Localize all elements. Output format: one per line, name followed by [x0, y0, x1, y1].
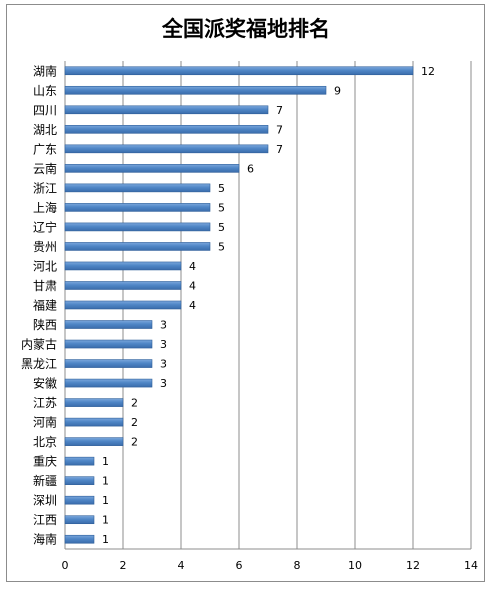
bar-7	[64, 203, 211, 212]
category-label: 河北	[33, 259, 57, 273]
category-label: 浙江	[33, 181, 57, 195]
bar-15	[64, 359, 153, 368]
value-label: 3	[160, 319, 167, 332]
category-label: 江西	[33, 513, 57, 527]
value-label: 2	[131, 416, 138, 429]
x-tick-label: 4	[178, 559, 185, 572]
category-labels: 湖南山东四川湖北广东云南浙江上海辽宁贵州河北甘肃福建陕西内蒙古黑龙江安徽江苏河南…	[21, 63, 57, 546]
category-label: 新疆	[33, 473, 57, 488]
category-label: 福建	[33, 298, 57, 313]
bar-8	[64, 222, 211, 232]
bar-9	[64, 242, 211, 251]
bar-3	[64, 125, 269, 134]
value-label: 1	[102, 514, 109, 527]
category-label: 内蒙古	[21, 337, 57, 352]
value-label: 4	[189, 299, 196, 312]
bar-20	[64, 456, 95, 466]
category-label: 重庆	[33, 455, 57, 469]
bar-17	[64, 398, 124, 407]
value-label: 7	[276, 104, 283, 117]
x-tick-label: 12	[406, 559, 420, 572]
value-label: 3	[160, 358, 167, 371]
bar-21	[64, 476, 95, 485]
x-tick-label: 14	[464, 559, 478, 572]
category-label: 河南	[33, 415, 57, 430]
category-label: 上海	[33, 200, 57, 215]
category-label: 安徽	[33, 376, 57, 391]
x-tick-labels: 0 2 4 6 8 10 12 14	[62, 559, 479, 572]
category-label: 广东	[33, 142, 57, 156]
bar-11	[64, 281, 182, 290]
value-label: 1	[102, 475, 109, 488]
bar-19	[64, 437, 124, 446]
x-tick-label: 0	[62, 559, 69, 572]
bar-0	[64, 66, 414, 76]
value-label: 5	[218, 221, 225, 234]
grid-lines	[64, 61, 472, 550]
value-label: 1	[102, 533, 109, 546]
category-label: 江苏	[33, 396, 57, 410]
value-label: 5	[218, 201, 225, 214]
value-label: 4	[189, 260, 196, 273]
value-label: 2	[131, 397, 138, 410]
value-label: 5	[218, 182, 225, 195]
bar-6	[64, 183, 211, 193]
x-tick-label: 2	[120, 559, 127, 572]
value-label: 7	[276, 123, 283, 136]
bar-4	[64, 144, 269, 154]
value-label: 6	[247, 162, 254, 175]
bar-24	[64, 534, 95, 544]
category-label: 陕西	[33, 317, 57, 332]
value-label: 3	[160, 377, 167, 390]
bars	[64, 66, 414, 544]
category-label: 湖北	[33, 122, 57, 137]
bar-14	[64, 339, 153, 349]
category-label: 深圳	[33, 494, 57, 508]
chart-title: 全国派奖福地排名	[161, 17, 330, 41]
category-label: 湖南	[33, 63, 57, 78]
bar-2	[64, 105, 269, 115]
category-label: 辽宁	[33, 219, 57, 234]
category-label: 山东	[33, 84, 57, 98]
value-labels: 12 9 7 7 7 6 5 5 5 5 4 4 4 3 3 3 3 2 2 2 1 1 1 1 1	[102, 65, 435, 546]
bar-23	[64, 515, 95, 525]
category-label: 海南	[33, 532, 57, 547]
bar-5	[64, 164, 240, 173]
category-label: 甘肃	[33, 279, 57, 293]
category-label: 黑龙江	[21, 357, 57, 371]
bar-22	[64, 495, 95, 505]
bar-1	[64, 85, 327, 95]
value-label: 7	[276, 143, 283, 156]
chart-frame	[6, 4, 485, 582]
bar-13	[64, 320, 153, 329]
bar-10	[64, 261, 182, 271]
value-label: 1	[102, 494, 109, 507]
bar-12	[64, 300, 182, 310]
x-tick-label: 10	[348, 559, 362, 572]
value-label: 9	[334, 84, 341, 97]
value-label: 1	[102, 455, 109, 468]
category-label: 四川	[33, 103, 57, 117]
category-label: 云南	[33, 161, 57, 176]
category-label: 北京	[33, 435, 57, 449]
bar-16	[64, 378, 153, 388]
value-label: 2	[131, 436, 138, 449]
value-label: 4	[189, 279, 196, 292]
value-label: 12	[421, 65, 435, 78]
category-label: 贵州	[33, 240, 57, 254]
x-tick-label: 8	[294, 559, 301, 572]
value-label: 5	[218, 240, 225, 253]
x-tick-label: 6	[236, 559, 243, 572]
value-label: 3	[160, 338, 167, 351]
bar-18	[64, 417, 124, 427]
